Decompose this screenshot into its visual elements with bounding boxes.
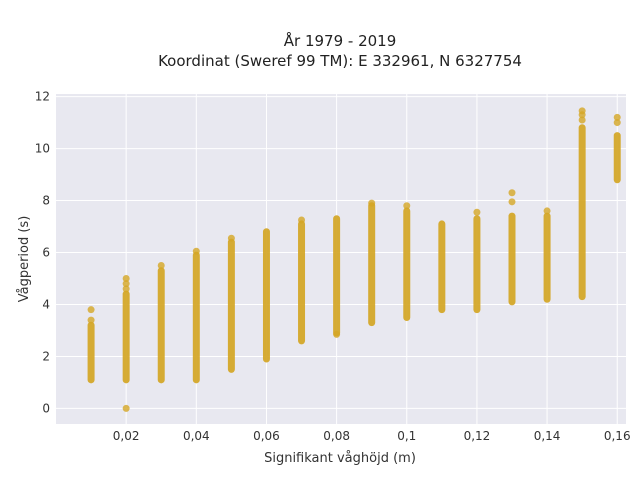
data-point (122, 280, 130, 288)
data-point (578, 116, 586, 124)
y-tick-label: 0 (42, 401, 50, 415)
plot-area (56, 94, 626, 424)
data-column (473, 208, 481, 314)
data-column (227, 234, 235, 373)
data-column (403, 202, 411, 321)
data-point (508, 198, 516, 206)
data-point (543, 207, 551, 215)
y-tick-label: 10 (35, 142, 50, 156)
data-point (122, 274, 130, 282)
data-column (543, 207, 551, 303)
x-tick-label: 0,12 (464, 429, 491, 443)
data-point (122, 285, 130, 293)
data-point (613, 119, 621, 127)
data-point (403, 202, 411, 210)
data-point (122, 404, 130, 412)
data-point (613, 113, 621, 121)
y-tick-label: 8 (42, 194, 50, 208)
data-column (192, 247, 200, 384)
x-tick-label: 0,08 (323, 429, 350, 443)
x-tick-label: 0,14 (534, 429, 561, 443)
data-column (298, 216, 306, 345)
data-point (298, 216, 306, 224)
data-point (192, 247, 200, 255)
data-points (87, 107, 621, 412)
data-point (473, 208, 481, 216)
y-tick-label: 2 (42, 349, 50, 363)
x-axis-label: Signifikant våghöjd (m) (264, 451, 416, 466)
chart-title-line-2: Koordinat (Sweref 99 TM): E 332961, N 63… (158, 52, 522, 70)
y-axis-ticks: 0 2 4 6 8 10 12 (35, 90, 50, 416)
chart-title-line-1: År 1979 - 2019 (284, 31, 397, 50)
data-column (333, 215, 341, 338)
data-point (368, 199, 376, 207)
data-column (122, 274, 130, 412)
data-point (87, 316, 95, 324)
data-point (508, 189, 516, 197)
x-tick-label: 0,06 (253, 429, 280, 443)
data-column (87, 306, 95, 384)
x-tick-label: 0,16 (604, 429, 631, 443)
data-column (157, 261, 165, 384)
y-axis-label: Vågperiod (s) (17, 216, 32, 303)
data-point (87, 306, 95, 314)
y-tick-label: 6 (42, 246, 50, 260)
y-tick-label: 4 (42, 297, 50, 311)
data-point (333, 330, 341, 338)
x-tick-label: 0,04 (183, 429, 210, 443)
data-column (368, 199, 376, 327)
data-column (508, 189, 516, 306)
data-column (613, 113, 621, 184)
data-point (578, 107, 586, 115)
x-tick-label: 0,1 (397, 429, 416, 443)
data-column (578, 107, 586, 301)
x-tick-label: 0,02 (113, 429, 140, 443)
data-point (227, 234, 235, 242)
x-axis-ticks: 0,02 0,04 0,06 0,08 0,1 0,12 0,14 0,16 (113, 429, 631, 443)
y-tick-label: 12 (35, 90, 50, 104)
data-point (157, 261, 165, 269)
